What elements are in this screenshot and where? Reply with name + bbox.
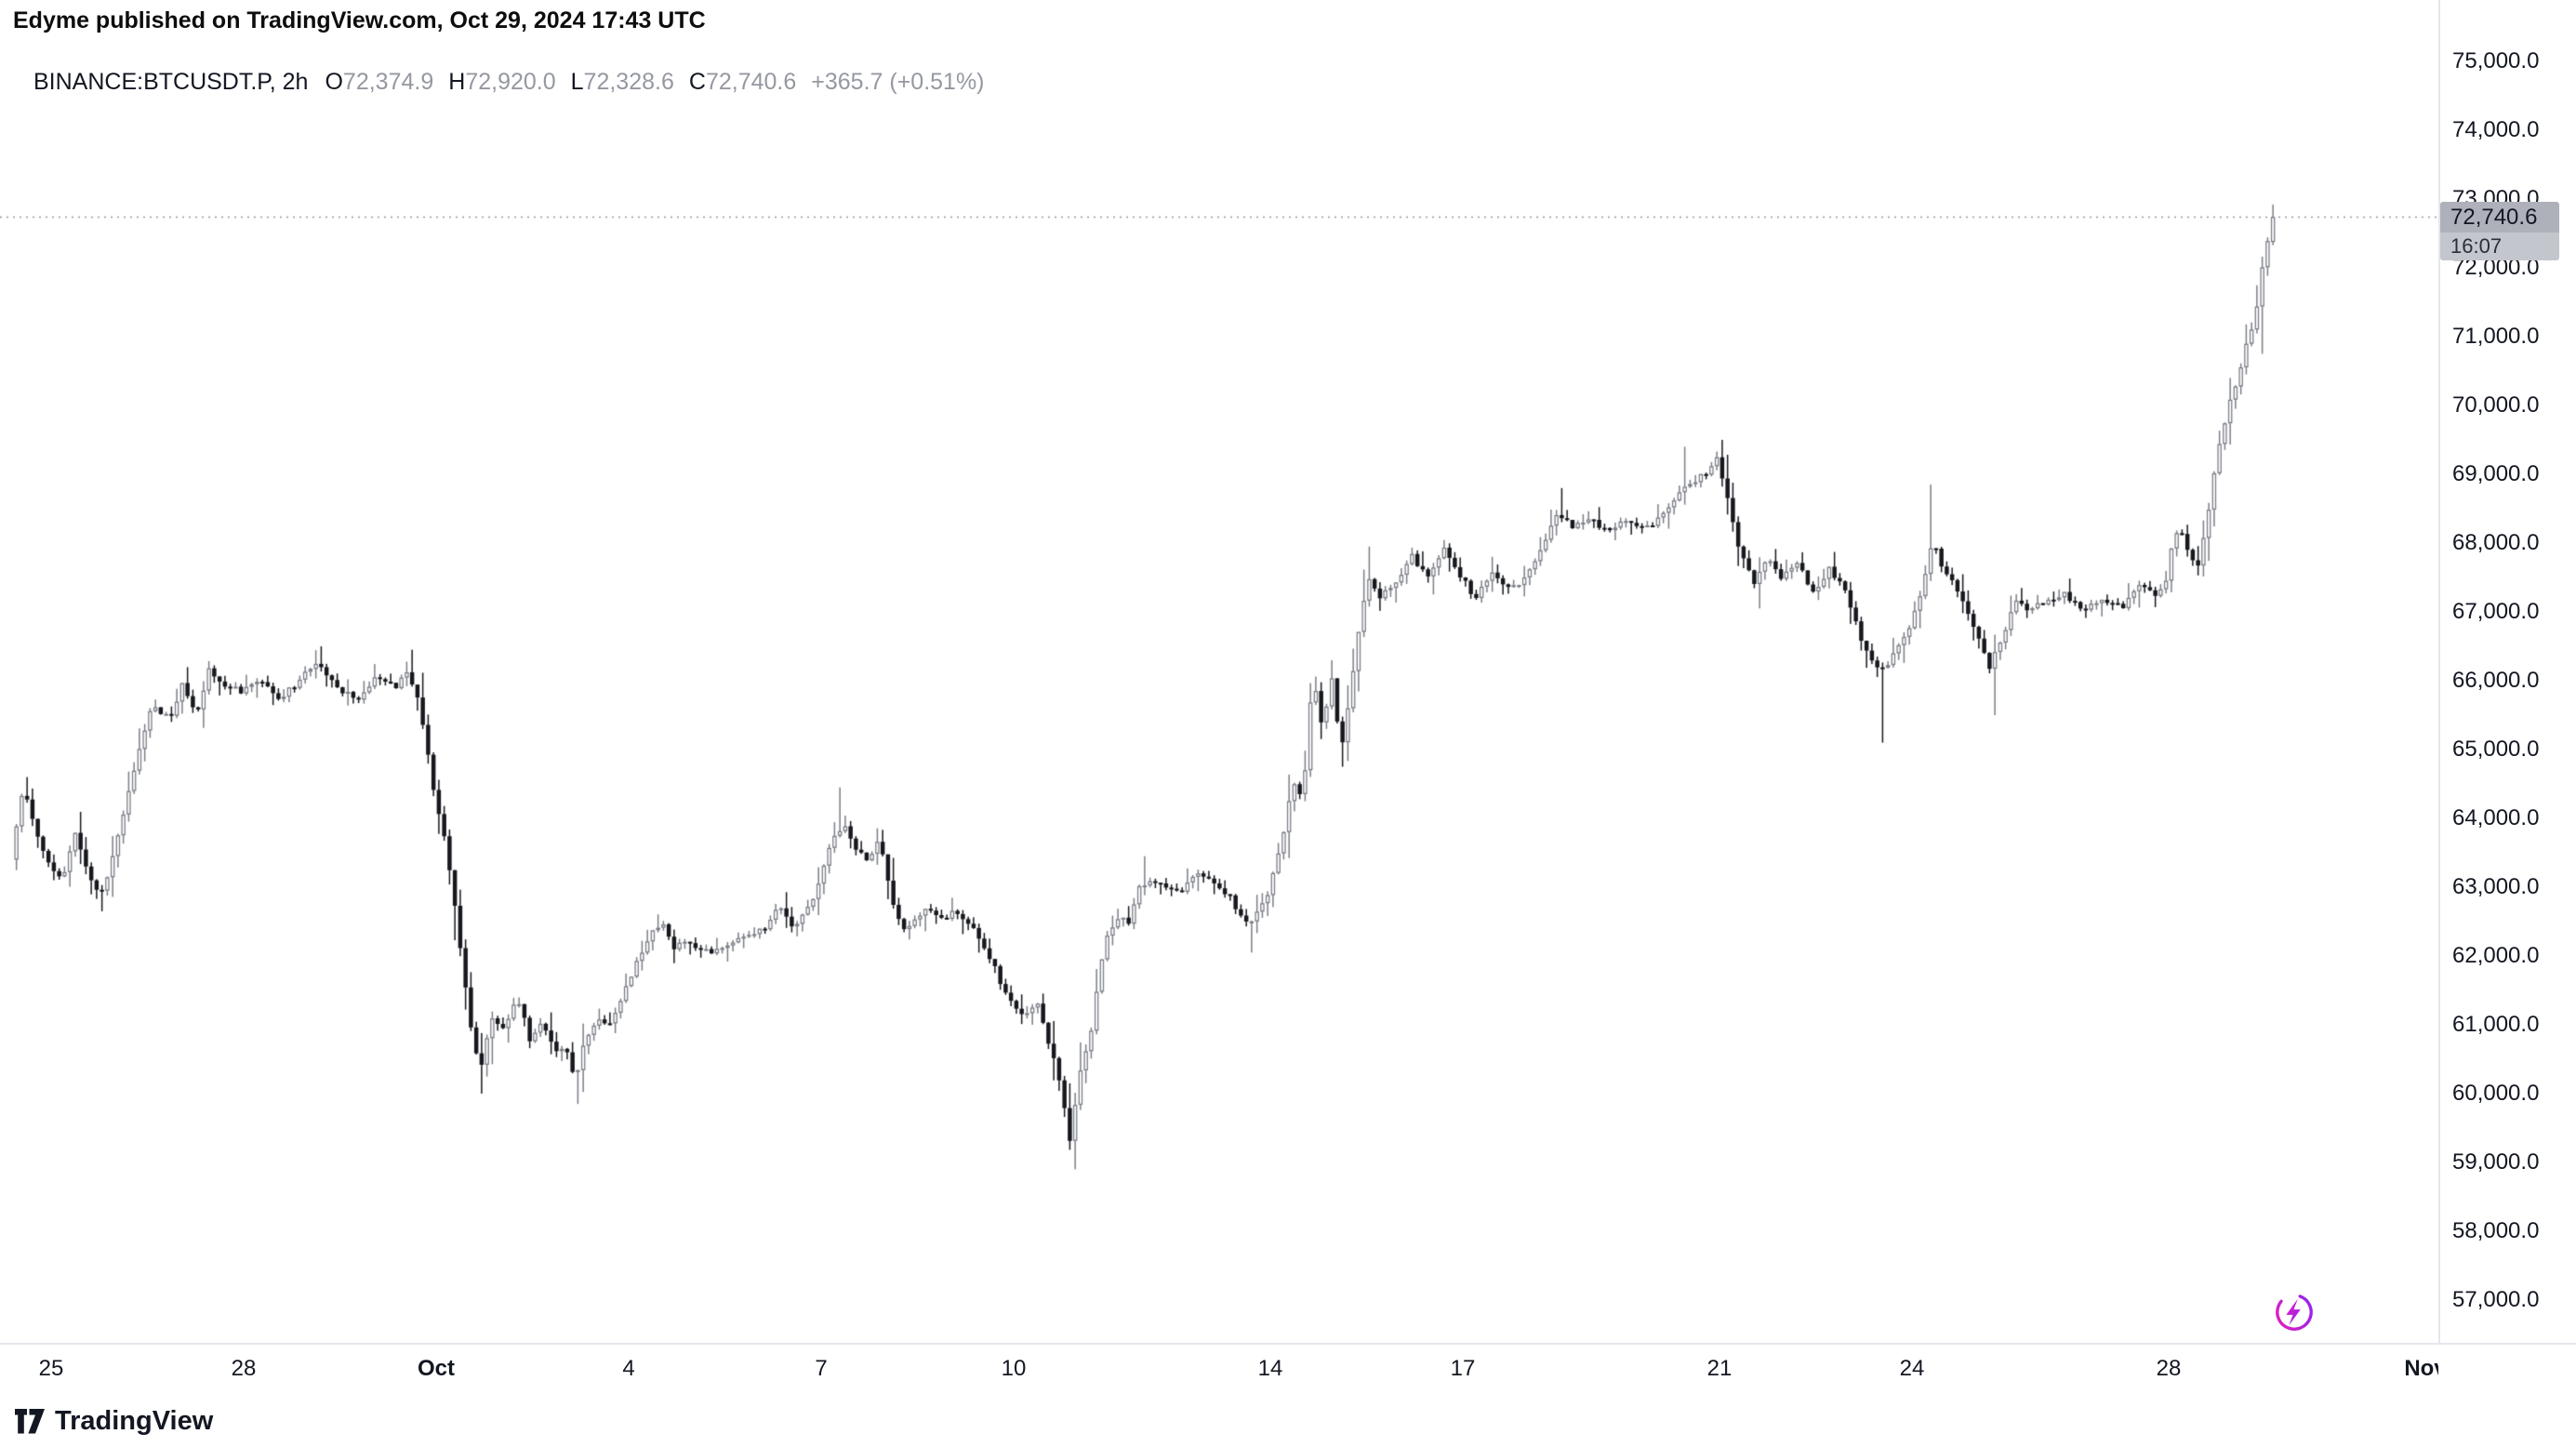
- price-tick-label: 62,000.0: [2452, 943, 2540, 968]
- price-tick-label: 70,000.0: [2452, 392, 2540, 418]
- time-tick-label: 14: [1257, 1356, 1283, 1381]
- price-tick-label: 71,000.0: [2452, 324, 2540, 349]
- price-tick-label: 59,000.0: [2452, 1149, 2540, 1175]
- price-tick-label: 69,000.0: [2452, 461, 2540, 486]
- tradingview-logo-icon: [15, 1409, 46, 1434]
- tradingview-attribution[interactable]: TradingView: [15, 1406, 213, 1437]
- candle-countdown: 16:07: [2440, 232, 2559, 260]
- price-tick-label: 66,000.0: [2452, 668, 2540, 693]
- time-tick-label: Oct: [417, 1356, 456, 1381]
- price-tick-label: 74,000.0: [2452, 117, 2540, 142]
- price-tick-label: 64,000.0: [2452, 805, 2540, 830]
- time-axis[interactable]: 25 28 Oct 4 7 10 14 17 21 24 28 Nov: [0, 1347, 2438, 1389]
- time-tick-label: 28: [2156, 1356, 2182, 1381]
- price-tick-label: 61,000.0: [2452, 1012, 2540, 1037]
- price-tick-label: 67,000.0: [2452, 599, 2540, 624]
- price-axis-separator: [2438, 0, 2440, 1343]
- price-tick-label: 63,000.0: [2452, 874, 2540, 899]
- time-tick-label: Nov: [2404, 1356, 2438, 1381]
- time-axis-separator: [0, 1343, 2576, 1345]
- candlestick-chart-canvas[interactable]: [0, 0, 2438, 1343]
- price-tick-label: 57,000.0: [2452, 1287, 2540, 1312]
- price-axis[interactable]: 75,000.0 74,000.0 73,000.0 72,000.0 71,000.0…: [2440, 0, 2576, 1343]
- tradingview-logo-text: TradingView: [55, 1406, 214, 1436]
- price-tick-label: 60,000.0: [2452, 1081, 2540, 1106]
- time-tick-label: 4: [622, 1356, 635, 1381]
- time-tick-label: 21: [1706, 1356, 1733, 1381]
- tradingview-stamp-icon[interactable]: [2273, 1291, 2316, 1334]
- time-tick-label: 24: [1899, 1356, 1925, 1381]
- price-tick-label: 75,000.0: [2452, 48, 2540, 73]
- time-tick-label: 28: [231, 1356, 257, 1381]
- time-tick-label: 25: [38, 1356, 64, 1381]
- time-tick-label: 17: [1450, 1356, 1476, 1381]
- time-tick-label: 10: [1001, 1356, 1027, 1381]
- last-price-badge: 72,740.6 16:07: [2440, 202, 2559, 260]
- price-tick-label: 65,000.0: [2452, 737, 2540, 762]
- time-tick-label: 7: [815, 1356, 828, 1381]
- price-tick-label: 58,000.0: [2452, 1218, 2540, 1243]
- last-price-value: 72,740.6: [2440, 202, 2559, 232]
- price-tick-label: 68,000.0: [2452, 530, 2540, 555]
